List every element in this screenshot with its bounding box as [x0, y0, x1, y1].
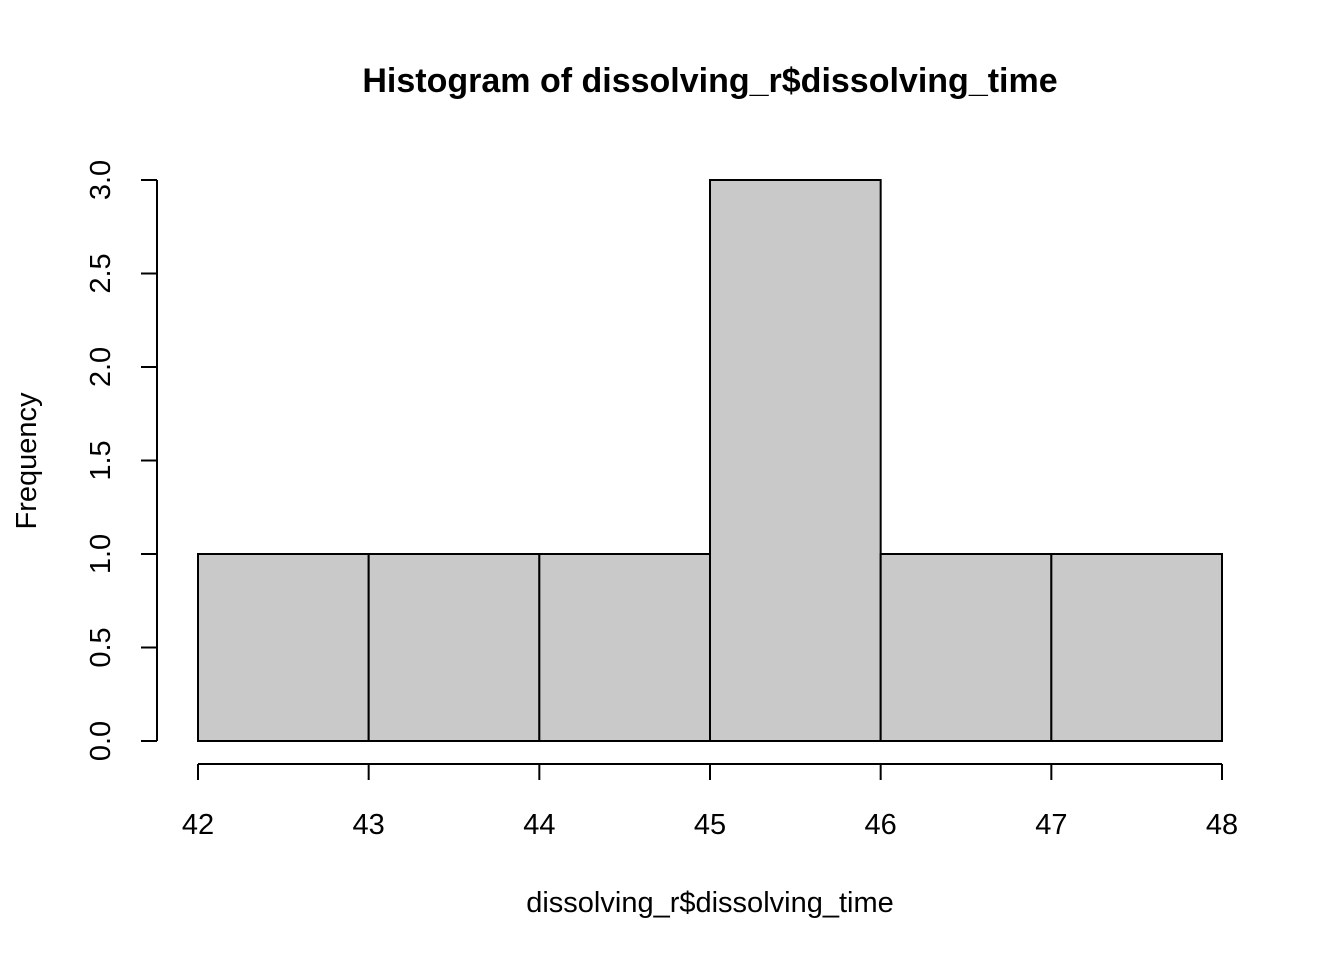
- y-tick-label: 3.0: [85, 160, 117, 200]
- x-tick-label: 45: [694, 809, 726, 841]
- x-tick-label: 46: [865, 809, 897, 841]
- x-axis: 42 43 44 45 46 47 48: [182, 763, 1238, 841]
- histogram-bar: [879, 553, 1053, 742]
- histogram-bar: [197, 553, 370, 742]
- histogram-bar: [367, 553, 541, 742]
- x-tick-label: 42: [182, 809, 214, 841]
- y-tick-label: 1.5: [85, 440, 117, 480]
- chart-title: Histogram of dissolving_r$dissolving_tim…: [362, 62, 1057, 100]
- y-tick-label: 0.5: [85, 627, 117, 667]
- x-tick-label: 44: [523, 809, 555, 841]
- y-tick-label: 1.0: [85, 534, 117, 574]
- y-tick-label: 2.5: [85, 253, 117, 293]
- histogram-bar: [1050, 553, 1224, 742]
- histogram-bars: [197, 179, 1224, 742]
- x-tick-label: 47: [1035, 809, 1067, 841]
- y-tick-label: 0.0: [85, 721, 117, 761]
- x-tick-label: 43: [353, 809, 385, 841]
- y-tick-label: 2.0: [85, 347, 117, 387]
- plot-area: 0.0 0.5 1.0 1.5 2.0 2.5 3.0 42 43 44 45 46 47 48: [85, 160, 1238, 841]
- y-axis-label: Frequency: [11, 392, 43, 530]
- y-axis: 0.0 0.5 1.0 1.5 2.0 2.5 3.0: [85, 160, 158, 761]
- x-axis-label: dissolving_r$dissolving_time: [526, 887, 894, 919]
- x-tick-label: 48: [1206, 809, 1238, 841]
- histogram-bar: [538, 553, 711, 742]
- histogram-bar: [709, 179, 882, 742]
